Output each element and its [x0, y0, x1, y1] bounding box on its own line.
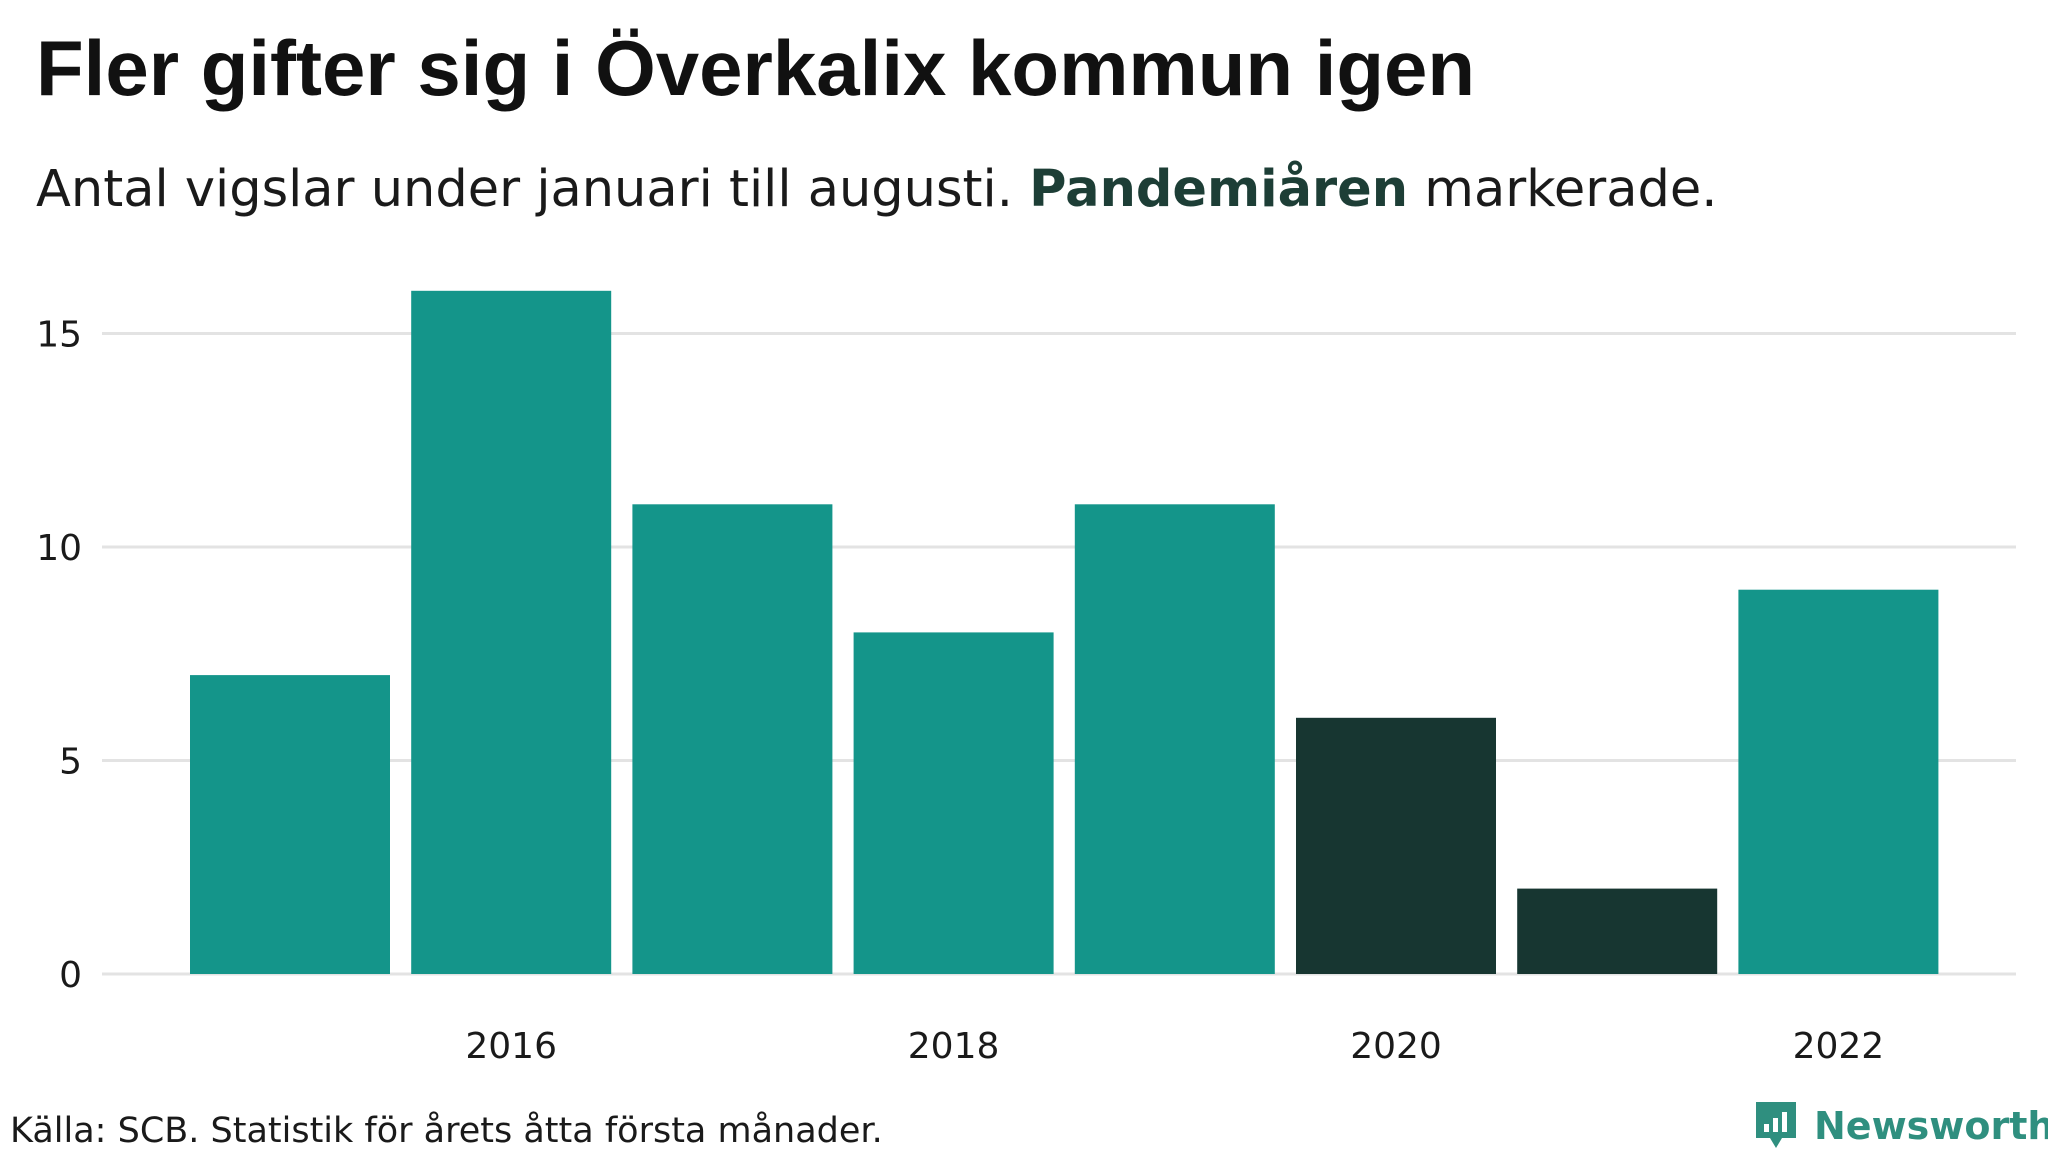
- newsworthy-logo-icon: [1756, 1102, 1796, 1148]
- newsworthy-logo-text: Newsworthy: [1814, 1104, 2048, 1148]
- bar-2016: 2016: 16: [411, 290, 612, 974]
- bar-2015: 2015: 7: [190, 675, 390, 974]
- subtitle-highlight-pandemic: Pandemiåren: [1029, 160, 1409, 219]
- y-tick-label-5: 5: [59, 742, 82, 783]
- y-tick-label-10: 10: [36, 528, 82, 569]
- bar-2020: 2020: 6: [1296, 717, 1496, 974]
- x-tick-label-2016: 2016: [465, 1026, 557, 1067]
- bar-2022: 2022: 9: [1738, 589, 1939, 974]
- bars: 2015: 72016: 162017: 112018: 82019: 1120…: [190, 290, 1939, 974]
- source-note: Källa: SCB. Statistik för årets åtta för…: [10, 1111, 883, 1151]
- subtitle-text-after: markerade.: [1408, 160, 1718, 219]
- bar-2018: 2018: 8: [853, 632, 1054, 974]
- x-tick-label-2018: 2018: [908, 1026, 1000, 1067]
- chart-title: Fler gifter sig i Överkalix kommun igen: [36, 24, 1476, 112]
- bar-2019: 2019: 11: [1074, 504, 1275, 974]
- y-tick-label-0: 0: [59, 955, 82, 996]
- newsworthy-logo: Newsworthy: [1752, 1098, 2048, 1154]
- bar-2017: 2017: 11: [632, 504, 833, 974]
- subtitle-text-before: Antal vigslar under januari till augusti…: [36, 160, 1030, 219]
- x-tick-label-2022: 2022: [1793, 1026, 1885, 1067]
- x-tick-label-2020: 2020: [1350, 1026, 1442, 1067]
- x-axis-tick-labels: 2016 2018 2020 2022: [465, 1026, 1884, 1067]
- bar-2021: 2021: 2: [1517, 888, 1718, 974]
- chart-subtitle: Antal vigslar under januari till augusti…: [36, 150, 1717, 230]
- y-axis-tick-labels: 0 5 10 15: [36, 315, 82, 997]
- y-tick-label-15: 15: [36, 315, 82, 356]
